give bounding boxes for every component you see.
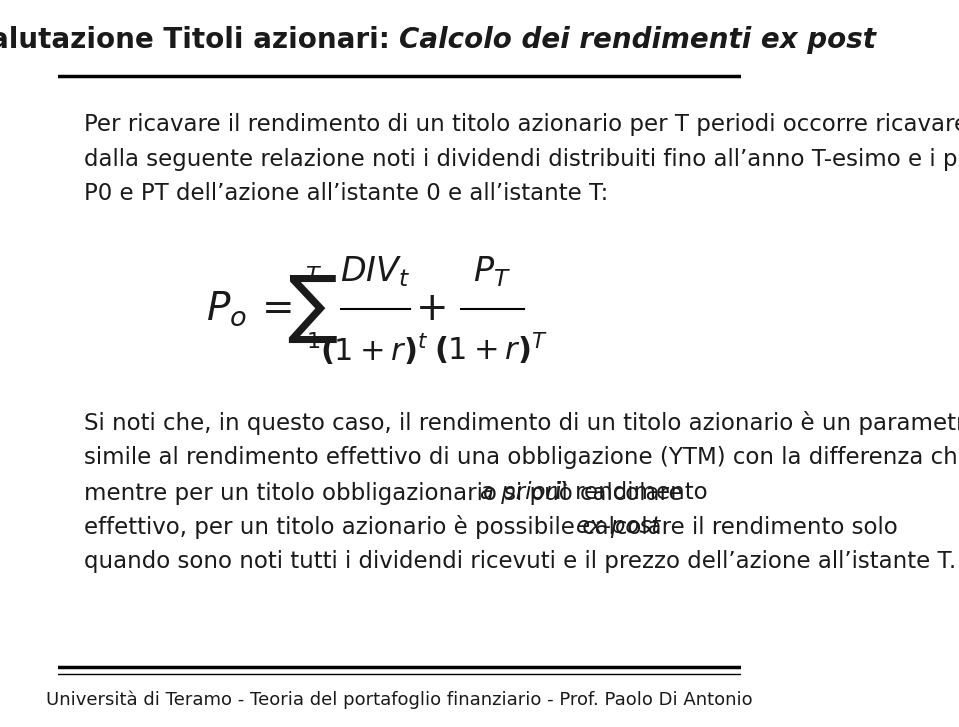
Text: il rendimento: il rendimento	[549, 481, 708, 504]
Text: $+$: $+$	[415, 290, 445, 328]
Text: mentre per un titolo obbligazionario si può calcolare: mentre per un titolo obbligazionario si …	[83, 481, 690, 505]
Text: a priori: a priori	[480, 481, 561, 504]
Text: effettivo, per un titolo azionario è possibile calcolare il rendimento solo: effettivo, per un titolo azionario è pos…	[83, 515, 905, 539]
Text: $\mathbf{(}1+r\mathbf{)}^T$: $\mathbf{(}1+r\mathbf{)}^T$	[433, 331, 548, 367]
Text: quando sono noti tutti i dividendi ricevuti e il prezzo dell’azione all’istante : quando sono noti tutti i dividendi ricev…	[83, 550, 956, 574]
Text: $\mathbf{(}1+r\mathbf{)}^t$: $\mathbf{(}1+r\mathbf{)}^t$	[319, 332, 429, 366]
Text: Valutazione Titoli azionari:: Valutazione Titoli azionari:	[0, 26, 399, 54]
Text: $1$: $1$	[306, 332, 319, 352]
Text: Si noti che, in questo caso, il rendimento di un titolo azionario è un parametro: Si noti che, in questo caso, il rendimen…	[83, 411, 959, 435]
Text: $P_T$: $P_T$	[473, 254, 510, 289]
Text: $\sum$: $\sum$	[287, 273, 338, 345]
Text: ex-post: ex-post	[575, 515, 661, 539]
Text: Calcolo dei rendimenti ex post: Calcolo dei rendimenti ex post	[399, 26, 877, 54]
Text: Per ricavare il rendimento di un titolo azionario per T periodi occorre ricavare: Per ricavare il rendimento di un titolo …	[83, 113, 959, 136]
Text: $P_o\,=$: $P_o\,=$	[206, 289, 292, 329]
Text: Università di Teramo - Teoria del portafoglio finanziario - Prof. Paolo Di Anton: Università di Teramo - Teoria del portaf…	[46, 690, 753, 709]
Text: $DIV_t$: $DIV_t$	[340, 254, 410, 289]
Text: $T$: $T$	[306, 266, 322, 286]
Text: dalla seguente relazione noti i dividendi distribuiti fino all’anno T-esimo e i : dalla seguente relazione noti i dividend…	[83, 148, 959, 171]
Text: simile al rendimento effettivo di una obbligazione (YTM) con la differenza che,: simile al rendimento effettivo di una ob…	[83, 446, 959, 469]
Text: P0 e PT dell’azione all’istante 0 e all’istante T:: P0 e PT dell’azione all’istante 0 e all’…	[83, 182, 608, 206]
